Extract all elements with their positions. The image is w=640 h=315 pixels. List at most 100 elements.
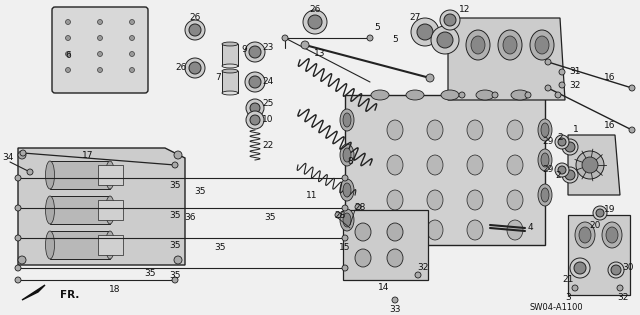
Circle shape: [545, 59, 551, 65]
Circle shape: [555, 163, 569, 177]
Text: 8: 8: [347, 158, 353, 167]
Text: 26: 26: [175, 64, 187, 72]
Circle shape: [303, 10, 327, 34]
Ellipse shape: [371, 90, 389, 100]
Circle shape: [185, 20, 205, 40]
Circle shape: [559, 82, 565, 88]
Ellipse shape: [541, 153, 549, 167]
Ellipse shape: [222, 91, 238, 95]
Ellipse shape: [467, 190, 483, 210]
Text: 13: 13: [314, 49, 326, 58]
Circle shape: [629, 127, 635, 133]
FancyBboxPatch shape: [52, 7, 148, 93]
Circle shape: [65, 67, 70, 72]
Text: 3: 3: [565, 294, 571, 302]
Text: 35: 35: [169, 242, 180, 250]
Circle shape: [97, 36, 102, 41]
Text: 32: 32: [570, 81, 580, 89]
Circle shape: [245, 42, 265, 62]
Text: 31: 31: [569, 67, 580, 77]
Text: 34: 34: [3, 153, 13, 163]
Circle shape: [97, 20, 102, 25]
Ellipse shape: [538, 184, 552, 206]
Ellipse shape: [343, 113, 351, 127]
Text: 35: 35: [264, 214, 276, 222]
Ellipse shape: [538, 119, 552, 141]
Circle shape: [18, 256, 26, 264]
Ellipse shape: [507, 190, 523, 210]
Circle shape: [596, 209, 604, 217]
Text: 7: 7: [215, 72, 221, 82]
Ellipse shape: [441, 90, 459, 100]
Circle shape: [576, 151, 604, 179]
Circle shape: [611, 265, 621, 275]
Circle shape: [15, 205, 21, 211]
Ellipse shape: [541, 188, 549, 202]
Text: SW04-A1100: SW04-A1100: [530, 303, 584, 312]
Circle shape: [342, 265, 348, 271]
Circle shape: [367, 35, 373, 41]
Circle shape: [27, 169, 33, 175]
Bar: [97, 200, 122, 220]
Circle shape: [249, 46, 261, 58]
Circle shape: [417, 24, 433, 40]
Text: 35: 35: [214, 243, 226, 253]
Circle shape: [411, 18, 439, 46]
Ellipse shape: [530, 30, 554, 60]
Ellipse shape: [387, 190, 403, 210]
Ellipse shape: [511, 90, 529, 100]
Text: 9: 9: [241, 45, 247, 54]
Ellipse shape: [340, 209, 354, 231]
Polygon shape: [18, 148, 185, 265]
Text: 35: 35: [195, 187, 205, 197]
Ellipse shape: [467, 220, 483, 240]
Bar: [345, 95, 545, 245]
Text: 1: 1: [573, 125, 579, 135]
Ellipse shape: [387, 155, 403, 175]
Circle shape: [249, 76, 261, 88]
Circle shape: [558, 138, 566, 146]
Circle shape: [574, 262, 586, 274]
Text: 35: 35: [169, 211, 180, 220]
Text: 19: 19: [604, 205, 616, 215]
Circle shape: [20, 150, 26, 156]
Text: 16: 16: [604, 73, 616, 83]
Circle shape: [245, 72, 265, 92]
Circle shape: [629, 85, 635, 91]
Text: 15: 15: [339, 243, 351, 253]
Circle shape: [189, 62, 201, 74]
Ellipse shape: [466, 30, 490, 60]
Text: 26: 26: [309, 5, 321, 14]
Circle shape: [65, 36, 70, 41]
Text: 32: 32: [417, 264, 429, 272]
Text: 21: 21: [563, 276, 573, 284]
Ellipse shape: [427, 155, 443, 175]
Circle shape: [97, 51, 102, 56]
Circle shape: [129, 20, 134, 25]
Text: 6: 6: [65, 50, 71, 60]
Circle shape: [250, 103, 260, 113]
Ellipse shape: [343, 213, 351, 227]
Ellipse shape: [467, 155, 483, 175]
Ellipse shape: [406, 90, 424, 100]
Circle shape: [555, 135, 569, 149]
Text: 36: 36: [184, 214, 196, 222]
Bar: [222, 44, 238, 66]
Ellipse shape: [507, 120, 523, 140]
Circle shape: [392, 297, 398, 303]
Ellipse shape: [45, 161, 54, 189]
Text: 5: 5: [374, 24, 380, 32]
Circle shape: [15, 235, 21, 241]
Ellipse shape: [387, 120, 403, 140]
Text: 10: 10: [262, 116, 274, 124]
Text: FR.: FR.: [60, 290, 79, 300]
Circle shape: [250, 115, 260, 125]
Ellipse shape: [387, 223, 403, 241]
Bar: [97, 165, 122, 185]
Text: 25: 25: [262, 99, 274, 107]
Ellipse shape: [503, 36, 517, 54]
Circle shape: [617, 285, 623, 291]
Circle shape: [444, 14, 456, 26]
Bar: [97, 235, 122, 255]
Circle shape: [335, 212, 341, 218]
